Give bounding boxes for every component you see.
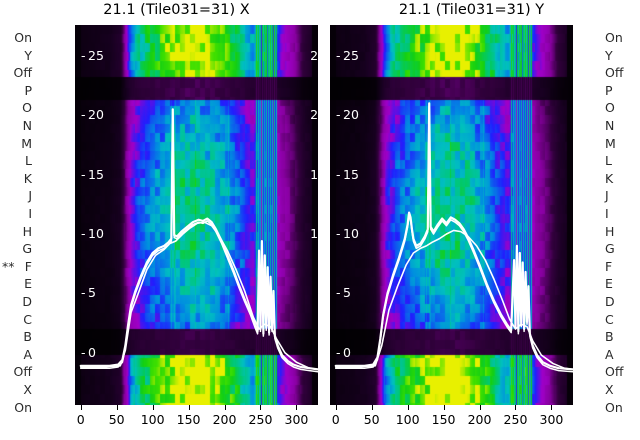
plot-area-left[interactable] xyxy=(75,25,318,405)
x-tick-label: 0 xyxy=(76,412,85,427)
category-label-right: A xyxy=(605,346,614,362)
category-label-left: X xyxy=(23,382,32,397)
category-label-right: Off xyxy=(605,364,624,380)
x-tick-mark xyxy=(515,405,517,410)
category-label-left: Y xyxy=(24,47,32,63)
category-label-right: Y xyxy=(605,47,613,63)
category-label-right: On xyxy=(605,399,623,415)
category-label-left: On xyxy=(14,399,32,415)
x-tick-label: 50 xyxy=(363,412,380,427)
category-label-left: M xyxy=(21,135,32,151)
x-tick-mark xyxy=(479,405,481,410)
category-label-left: A xyxy=(23,346,32,362)
category-label-left: F xyxy=(24,258,32,274)
category-label-left: Off xyxy=(13,65,32,81)
category-label-right: M xyxy=(605,135,616,151)
category-label-left: On xyxy=(14,30,32,45)
category-label-left: P xyxy=(24,82,32,98)
category-label-right: H xyxy=(605,223,615,239)
x-tick-label: 100 xyxy=(395,412,420,427)
x-tick-label: 200 xyxy=(212,412,237,427)
x-tick-mark xyxy=(407,405,409,410)
trace-Y-primary xyxy=(334,102,573,371)
category-label-left: K xyxy=(23,170,32,186)
x-tick-mark xyxy=(296,405,298,410)
trace-X-secondary xyxy=(79,221,318,371)
category-label-left: H xyxy=(22,223,32,239)
category-label-left: L xyxy=(25,153,32,169)
category-label-left: O xyxy=(22,100,32,116)
panel-title-left: 21.1 (Tile031=31) X xyxy=(103,2,250,18)
category-marker: ** xyxy=(2,258,15,274)
x-tick-label: 150 xyxy=(431,412,456,427)
x-tick-label: 200 xyxy=(467,412,492,427)
x-tick-label: 150 xyxy=(176,412,201,427)
trace-overlay-left xyxy=(79,108,318,373)
category-label-right: I xyxy=(605,206,609,221)
y-tick-value: 0 xyxy=(318,344,326,360)
category-label-left: B xyxy=(23,329,32,345)
trace-Y-primary-echo xyxy=(334,105,573,373)
category-label-left: C xyxy=(23,311,32,327)
category-label-left: N xyxy=(22,118,32,133)
x-tick-mark xyxy=(551,405,553,410)
category-label-right: C xyxy=(605,311,614,327)
x-tick-label: 50 xyxy=(108,412,125,427)
category-label-right: K xyxy=(605,170,614,186)
x-tick-label: 300 xyxy=(284,412,309,427)
trace-X-primary xyxy=(79,108,318,371)
panel-title-right: 21.1 (Tile031=31) Y xyxy=(398,2,545,18)
category-label-left: D xyxy=(22,294,32,309)
category-label-left: E xyxy=(24,276,32,292)
x-tick-mark xyxy=(80,405,82,410)
category-label-right: O xyxy=(605,100,615,116)
category-label-right: G xyxy=(605,241,615,257)
x-tick-mark xyxy=(443,405,445,410)
category-label-right: E xyxy=(605,276,613,292)
x-tick-mark xyxy=(188,405,190,410)
x-tick-label: 100 xyxy=(140,412,165,427)
trace-X-primary-echo xyxy=(79,110,318,373)
category-label-right: N xyxy=(605,118,615,133)
x-tick-label: 250 xyxy=(248,412,273,427)
category-label-right: L xyxy=(605,153,612,169)
category-label-right: B xyxy=(605,329,614,345)
x-tick-mark xyxy=(371,405,373,410)
category-label-left: Off xyxy=(13,364,32,380)
category-label-left: G xyxy=(22,241,32,257)
x-tick-mark xyxy=(224,405,226,410)
category-label-right: On xyxy=(605,30,623,45)
x-tick-mark xyxy=(152,405,154,410)
x-axis-right: 0 50 100 150 200 250 300 xyxy=(330,405,573,440)
trace-overlay-right xyxy=(334,102,573,373)
category-label-right: P xyxy=(605,82,613,98)
y-tick-value: 5 xyxy=(318,285,326,301)
x-tick-label: 250 xyxy=(503,412,528,427)
trace-Y-secondary xyxy=(334,229,573,371)
category-label-right: J xyxy=(605,188,609,204)
x-tick-label: 300 xyxy=(539,412,564,427)
category-label-right: F xyxy=(605,258,613,274)
category-label-left: J xyxy=(28,188,32,204)
x-axis-left: 0 50 100 150 200 250 300 xyxy=(75,405,318,440)
category-label-right: X xyxy=(605,382,614,397)
x-tick-mark xyxy=(260,405,262,410)
category-label-right: D xyxy=(605,294,615,309)
plot-area-right[interactable] xyxy=(330,25,573,405)
category-label-left: I xyxy=(28,206,32,221)
category-label-right: Off xyxy=(605,65,624,81)
x-tick-label: 0 xyxy=(331,412,340,427)
x-tick-mark xyxy=(335,405,337,410)
x-tick-mark xyxy=(116,405,118,410)
